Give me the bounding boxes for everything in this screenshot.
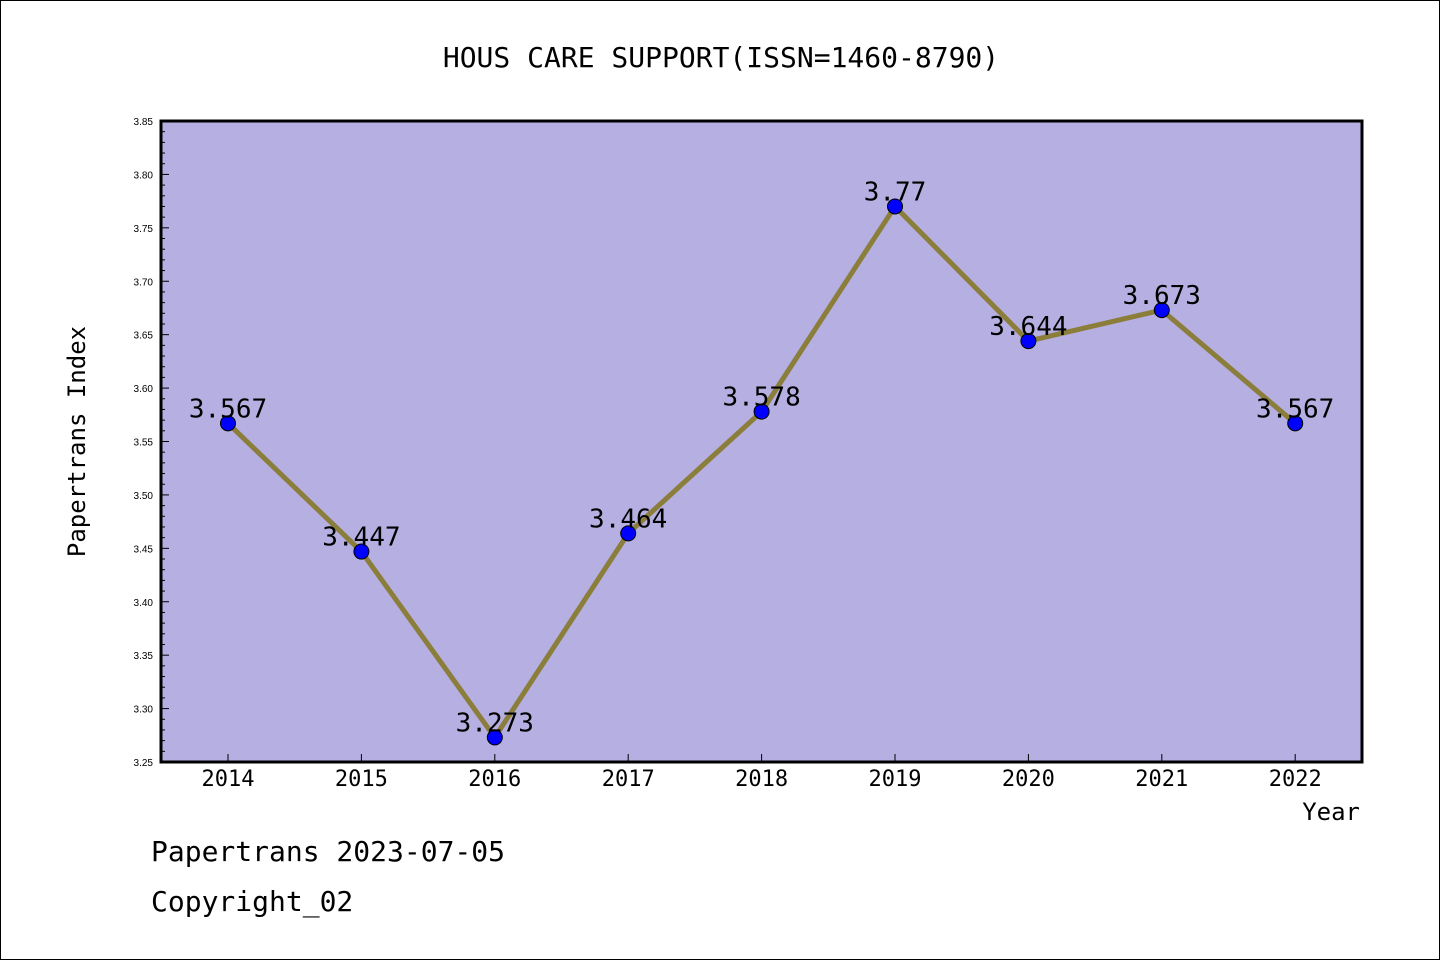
y-axis-title: Papertrans Index bbox=[63, 326, 91, 557]
data-point bbox=[353, 543, 370, 560]
data-label: 3.77 bbox=[864, 177, 927, 207]
y-tick-label: 3.85 bbox=[134, 117, 154, 128]
y-axis: 3.25 3.30 3.35 3.40 3.45 3.50 3.55 3.60 3.65 3.70… bbox=[134, 117, 169, 769]
y-tick-label: 3.65 bbox=[134, 331, 154, 342]
data-labels: 3.567 3.447 3.273 3.464 3.578 3.77 3.644 3.673 3… bbox=[189, 177, 1334, 738]
data-label: 3.464 bbox=[589, 504, 667, 534]
x-axis: 2014 2015 2016 2017 2018 2019 2020 2021 2022 bbox=[202, 754, 1322, 792]
data-label: 3.578 bbox=[722, 383, 800, 413]
data-label: 3.673 bbox=[1123, 281, 1201, 311]
y-tick-label: 3.60 bbox=[134, 384, 154, 395]
data-point bbox=[486, 729, 503, 746]
data-point bbox=[1153, 302, 1170, 319]
footer-copyright: Copyright_02 bbox=[151, 885, 354, 918]
data-point bbox=[220, 415, 236, 432]
series bbox=[220, 198, 1304, 746]
data-point bbox=[1287, 415, 1304, 432]
data-label: 3.273 bbox=[456, 708, 534, 738]
y-tick-label: 3.75 bbox=[134, 224, 154, 235]
y-tick-label: 3.45 bbox=[134, 544, 154, 555]
y-tick-label: 3.70 bbox=[134, 277, 154, 288]
y-tick-label: 3.25 bbox=[134, 758, 154, 769]
x-tick-label: 2017 bbox=[602, 767, 655, 792]
y-tick-label: 3.80 bbox=[134, 170, 154, 181]
data-label: 3.644 bbox=[989, 312, 1067, 342]
data-label: 3.567 bbox=[1256, 394, 1334, 424]
y-tick-label: 3.30 bbox=[134, 705, 154, 716]
data-point bbox=[753, 403, 770, 420]
x-tick-label: 2014 bbox=[202, 767, 255, 792]
data-label: 3.447 bbox=[322, 523, 400, 553]
data-label: 3.567 bbox=[189, 394, 267, 424]
y-tick-label: 3.40 bbox=[134, 598, 154, 609]
data-point bbox=[1020, 333, 1037, 350]
x-tick-label: 2016 bbox=[468, 767, 521, 792]
x-tick-label: 2021 bbox=[1135, 767, 1188, 792]
x-tick-label: 2019 bbox=[869, 767, 922, 792]
y-tick-label: 3.55 bbox=[134, 438, 154, 449]
x-tick-label: 2022 bbox=[1269, 767, 1322, 792]
x-tick-label: 2015 bbox=[335, 767, 388, 792]
x-tick-label: 2018 bbox=[735, 767, 788, 792]
y-tick-label: 3.50 bbox=[134, 491, 154, 502]
y-tick-label: 3.35 bbox=[134, 651, 154, 662]
chart-title: HOUS CARE SUPPORT(ISSN=1460-8790) bbox=[443, 41, 999, 74]
data-point bbox=[620, 525, 637, 542]
x-axis-title: Year bbox=[1302, 798, 1360, 826]
footer-date: Papertrans 2023-07-05 bbox=[151, 835, 506, 868]
x-tick-label: 2020 bbox=[1002, 767, 1055, 792]
plot-area bbox=[159, 119, 1364, 764]
data-point bbox=[887, 198, 903, 215]
